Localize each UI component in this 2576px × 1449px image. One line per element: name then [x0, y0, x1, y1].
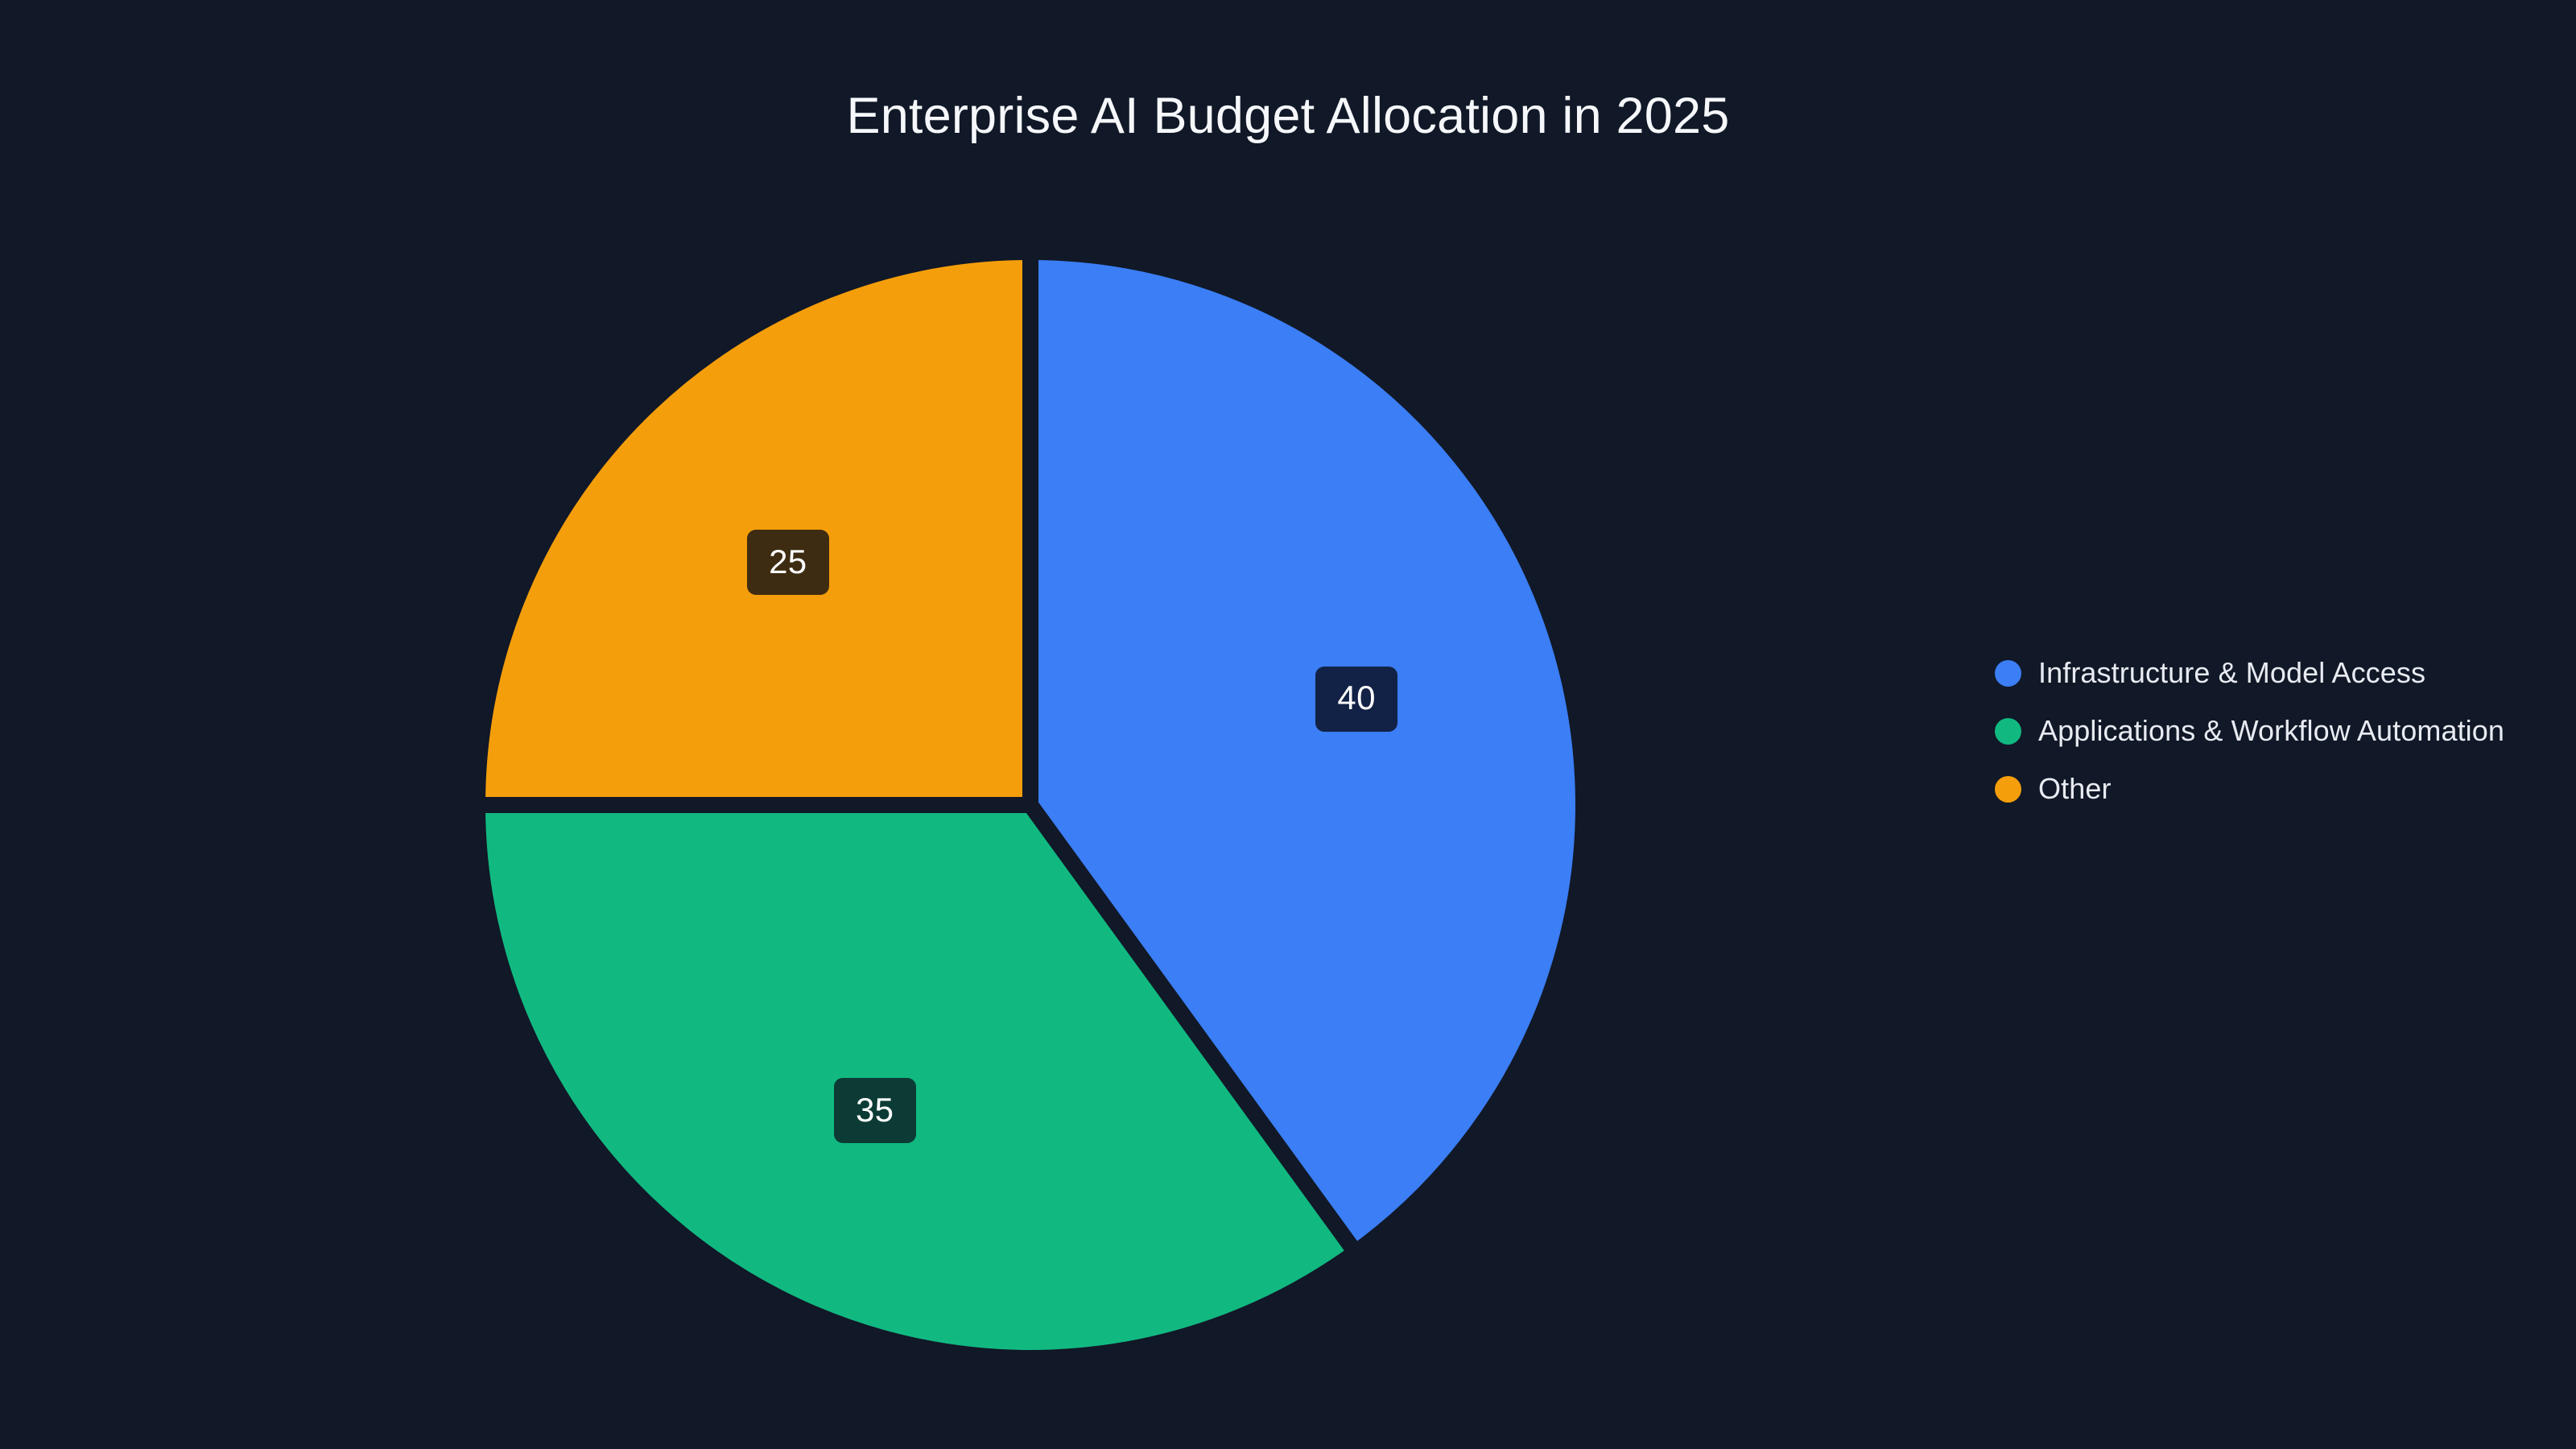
legend-swatch-icon	[1995, 717, 2021, 745]
pie-slice-value-text: 40	[1337, 679, 1376, 717]
pie-slice-value-label: 40	[1315, 666, 1398, 732]
legend-item[interactable]: Other	[1995, 760, 2526, 818]
legend-item-label: Applications & Workflow Automation	[2038, 714, 2505, 747]
legend-swatch-icon	[1995, 659, 2021, 687]
pie-slice[interactable]	[469, 797, 1367, 1366]
pie-slice-value-label: 35	[833, 1078, 916, 1143]
pie-slice[interactable]	[1022, 243, 1591, 1264]
pie-slices-group	[469, 243, 1591, 1366]
legend-item-label: Other	[2038, 772, 2112, 805]
legend-item[interactable]: Applications & Workflow Automation	[1995, 702, 2526, 760]
pie-slice-value-text: 25	[769, 542, 807, 580]
pie-slice[interactable]	[469, 243, 1038, 813]
legend-item[interactable]: Infrastructure & Model Access	[1995, 644, 2526, 702]
legend-swatch-icon	[1995, 775, 2021, 803]
pie-slice-value-label: 25	[746, 530, 829, 596]
pie-slice-value-text: 35	[855, 1090, 894, 1129]
legend-item-label: Infrastructure & Model Access	[2038, 656, 2426, 689]
page-title: Enterprise AI Budget Allocation in 2025	[846, 88, 1730, 144]
legend: Infrastructure & Model Access Application…	[1995, 644, 2526, 818]
